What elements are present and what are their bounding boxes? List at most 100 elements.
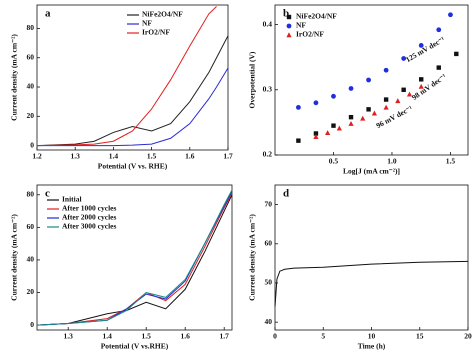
y-tick-label: 0.4 <box>263 19 273 28</box>
x-tick-label: 1.4 <box>103 332 113 341</box>
legend-label: After 1000 cycles <box>62 204 117 213</box>
x-tick-label: 1.6 <box>185 152 195 161</box>
point <box>313 100 319 106</box>
legend-label: IrO2/NF <box>142 28 170 37</box>
data-line <box>36 6 217 147</box>
x-tick-label: 1.5 <box>446 157 456 166</box>
y-tick-label: 50 <box>265 278 273 287</box>
point <box>348 86 354 91</box>
x-tick-label: 0 <box>273 332 277 341</box>
x-tick-label: 1.5 <box>147 152 157 161</box>
y-tick-label: 0 <box>30 140 34 149</box>
point <box>454 51 459 57</box>
annotation: 98 mV dec⁻¹ <box>410 72 448 102</box>
x-tick-label: 1.5 <box>142 332 152 341</box>
panel-label: c <box>45 188 50 200</box>
y-axis-label: Current density (mA cm⁻²) <box>248 214 257 301</box>
y-tick-label: 20 <box>27 111 35 120</box>
y-tick-label: 40 <box>265 317 273 326</box>
x-tick-label: 1.0 <box>387 157 397 166</box>
x-tick-label: 10 <box>368 332 376 341</box>
point <box>436 27 442 33</box>
x-axis-label: Log[J (mA cm⁻²)] <box>343 167 400 176</box>
panel-label: b <box>283 8 289 20</box>
legend-label: NiFe2O4/NF <box>296 12 337 21</box>
y-tick-label: 60 <box>27 222 35 231</box>
point <box>401 87 406 92</box>
y-tick-label: 60 <box>27 52 35 61</box>
point <box>395 98 401 104</box>
point <box>371 110 378 116</box>
point <box>383 67 389 73</box>
y-tick-label: 70 <box>265 199 273 208</box>
point <box>286 23 292 29</box>
y-tick-label: 80 <box>27 23 35 32</box>
x-tick-label: 20 <box>464 332 472 341</box>
x-tick-label: 15 <box>416 332 424 341</box>
point <box>383 97 389 102</box>
point <box>286 14 292 20</box>
point <box>348 120 354 126</box>
data-line <box>37 67 229 147</box>
point <box>366 77 371 83</box>
point <box>436 65 441 70</box>
point <box>418 43 424 48</box>
legend-label: NF <box>142 19 152 28</box>
x-tick-label: 1.7 <box>223 152 233 161</box>
plot-frame <box>36 4 229 151</box>
point <box>406 91 413 97</box>
legend-label: Initial <box>62 195 82 204</box>
y-tick-label: 60 <box>265 239 273 248</box>
data-line <box>274 260 469 307</box>
point <box>331 93 336 99</box>
legend-label: After 3000 cycles <box>62 222 117 231</box>
point <box>401 56 407 61</box>
x-axis-label: Potential (V vs.RHE) <box>101 342 169 351</box>
x-tick-label: 1.7 <box>220 332 230 341</box>
panel-label: a <box>45 8 51 20</box>
x-tick-label: 1.6 <box>181 332 191 341</box>
panel-label: d <box>283 188 289 200</box>
x-tick-label: 1.3 <box>64 332 74 341</box>
x-tick-label: 1.2 <box>32 152 42 161</box>
point <box>325 130 331 136</box>
y-tick-label: 40 <box>27 255 35 264</box>
legend-label: After 2000 cycles <box>62 213 117 222</box>
x-axis-label: Time (h) <box>358 342 386 351</box>
data-line <box>36 35 229 147</box>
point <box>419 77 424 82</box>
x-tick-label: 5 <box>321 332 325 341</box>
y-axis-label: Current density (mA cm⁻²) <box>10 214 19 301</box>
data-line <box>36 194 233 326</box>
point <box>348 114 354 120</box>
y-tick-label: 40 <box>27 82 35 91</box>
point <box>313 131 319 136</box>
legend-label: NiFe2O4/NF <box>142 10 183 19</box>
panel: a 1.2 1.3 1.4 1.5 1.6 1.7 0 20 40 60 80 Potential (V… <box>10 4 233 171</box>
x-tick-label: 0.5 <box>329 157 339 166</box>
annotation: 96 mV dec⁻¹ <box>375 103 414 130</box>
y-axis-label: Current density (mA cm⁻²) <box>10 34 19 121</box>
point <box>296 138 301 143</box>
y-tick-label: 0 <box>30 320 34 329</box>
point <box>448 12 453 18</box>
plot-frame <box>274 184 469 331</box>
y-tick-label: 0.2 <box>263 150 273 159</box>
y-tick-label: 0.3 <box>263 85 273 94</box>
x-axis-label: Potential (V vs. RHE) <box>98 162 168 171</box>
point <box>313 134 319 139</box>
annotation: 125 mV dec⁻¹ <box>404 35 446 65</box>
point <box>295 104 301 110</box>
point <box>336 125 342 131</box>
legend-label: IrO2/NF <box>296 30 324 39</box>
x-tick-label: 1.3 <box>71 152 81 161</box>
point <box>383 104 389 110</box>
plot-frame <box>36 184 233 331</box>
panel: b 0.5 1.0 1.5 0.2 0.3 0.4 Log[J (mA cm⁻²)] Overp… <box>248 4 469 176</box>
x-tick-label: 1.4 <box>109 152 119 161</box>
legend-label: NF <box>296 21 306 30</box>
panel: d 0 5 10 15 20 40 50 60 70 Time (h) Current density… <box>248 184 472 351</box>
point <box>286 32 292 38</box>
y-tick-label: 80 <box>27 189 35 198</box>
